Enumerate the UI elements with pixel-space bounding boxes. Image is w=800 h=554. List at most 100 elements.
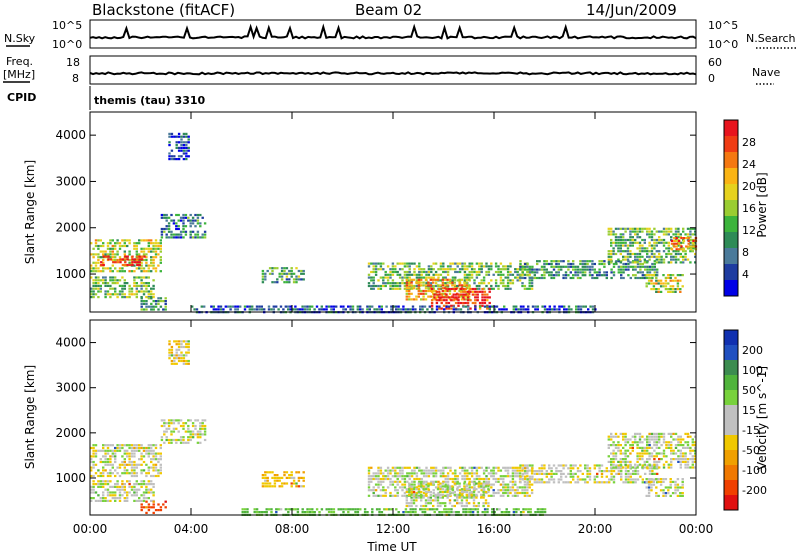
radar-cell [441,488,444,491]
radar-cell [430,304,434,307]
radar-cell [140,258,144,261]
radar-cell [438,296,441,299]
radar-cell [412,298,416,301]
radar-cell [187,155,190,158]
radar-cell [545,470,548,473]
radar-cell [593,268,596,271]
radar-cell [415,295,418,298]
radar-cell [607,250,610,253]
radar-cell [135,494,138,497]
radar-cell [449,265,452,268]
radar-cell [458,496,461,499]
radar-cell [130,452,134,455]
radar-cell [140,499,143,502]
radar-cell [483,293,487,296]
radar-cell [382,268,385,271]
radar-cell [90,485,93,488]
radar-cell [112,261,115,264]
radar-cell [664,285,668,288]
radar-cell [116,253,119,256]
radar-cell [622,438,625,441]
radar-cell [92,483,95,486]
radar-cell [182,236,185,239]
radar-cell [644,260,647,263]
radar-cell [650,255,654,258]
radar-cell [385,305,388,308]
radar-cell [109,267,112,270]
radar-cell [493,305,496,308]
colorbar-swatch [724,184,738,201]
radar-cell [437,276,440,279]
radar-cell [470,265,474,268]
radar-cell [180,155,183,158]
radar-cell [619,466,622,469]
radar-cell [610,438,613,441]
radar-cell [116,472,119,475]
radar-cell [638,438,642,441]
radar-cell [126,263,129,267]
radar-cell [612,444,615,447]
radar-cell [516,273,519,276]
radar-cell [203,419,207,422]
radar-cell [674,486,677,489]
radar-cell [454,276,457,279]
radar-cell [634,230,637,233]
radar-cell [614,233,618,236]
radar-cell [135,293,138,296]
radar-cell [610,478,613,481]
freq-label: Freq. [6,55,33,68]
radar-cell [417,485,420,488]
radar-cell [686,233,690,236]
radar-cell [160,436,164,439]
radar-cell [614,446,618,449]
radar-cell [152,466,155,469]
radar-cell [694,261,697,264]
radar-cell [470,268,474,271]
radar-cell [421,308,424,311]
radar-cell [670,444,673,447]
radar-cell [622,271,625,274]
radar-cell [528,469,531,472]
radar-cell [465,493,468,496]
radar-cell [603,481,606,484]
radar-cell [102,469,105,472]
radar-cell [681,492,684,495]
radar-cell [600,470,604,473]
radar-cell [670,255,673,258]
radar-cell [147,488,150,491]
radar-cell [258,305,261,308]
radar-cell [446,493,449,496]
radar-cell [653,244,656,247]
radar-cell [436,502,440,505]
radar-cell [540,470,544,473]
radar-cell [519,262,522,266]
radar-cell [456,475,459,478]
radar-cell [619,241,622,244]
nave-tick-top: 60 [708,56,722,69]
radar-cell [167,438,171,442]
radar-cell [424,493,428,496]
radar-cell [412,488,416,491]
radar-cell [665,255,668,258]
radar-cell [648,455,651,458]
radar-cell [408,488,411,491]
radar-cell [138,255,141,258]
radar-cell [104,293,107,296]
radar-cell [468,502,471,505]
radar-cell [653,241,656,244]
radar-cell [612,265,616,268]
radar-cell [99,256,102,259]
radar-cell [128,284,131,287]
radar-cell [154,455,158,458]
radar-cell [482,265,486,268]
radar-cell [94,491,98,494]
radar-cell [461,469,464,472]
radar-cell [406,270,409,274]
radar-cell [506,268,510,271]
radar-cell [123,499,126,502]
radar-cell [391,265,395,268]
radar-cell [152,244,155,248]
radar-cell [627,260,630,263]
radar-cell [164,308,167,311]
radar-cell [528,475,532,478]
